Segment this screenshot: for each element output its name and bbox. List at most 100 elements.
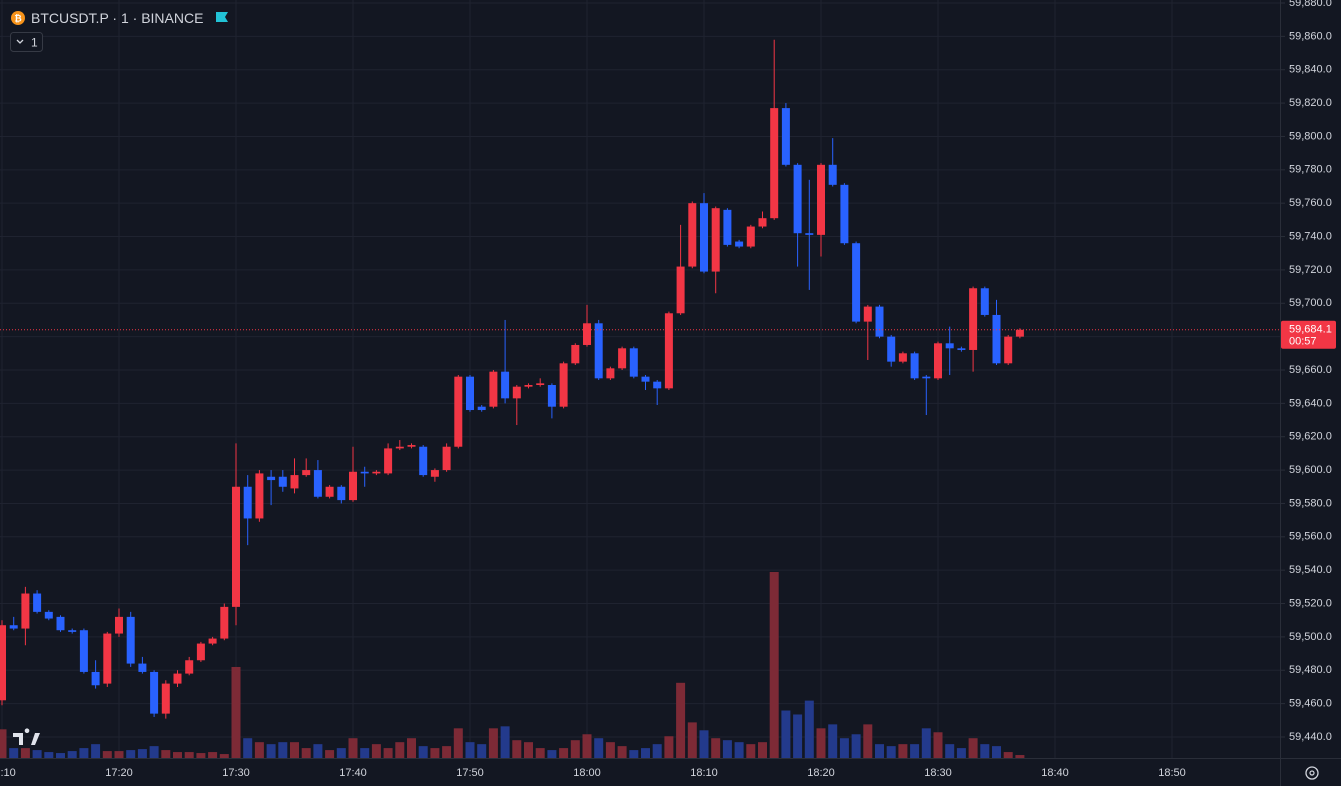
volume-bar — [102, 751, 112, 758]
volume-bar — [418, 746, 428, 758]
volume-bar — [594, 738, 604, 758]
candle-body — [185, 660, 194, 674]
tradingview-logo[interactable] — [13, 728, 40, 745]
volume-bar — [804, 700, 814, 758]
interval-badge[interactable] — [10, 32, 43, 52]
volume-bar — [407, 738, 416, 758]
x-tick-label: 17:20 — [105, 767, 133, 779]
candle-body — [887, 336, 896, 362]
candle-body — [922, 376, 931, 379]
volume-bar — [512, 740, 522, 758]
candle-body — [700, 203, 708, 272]
y-tick-label: 59,660.0 — [1289, 364, 1332, 376]
volume-bar — [828, 724, 838, 758]
volume-bar — [605, 742, 615, 758]
candle-body — [290, 475, 299, 489]
symbol-title[interactable]: BTCUSDT.P · 1 · BINANCE — [31, 10, 203, 26]
x-tick-label: 17:40 — [339, 767, 367, 779]
candle-body — [653, 381, 662, 389]
y-tick-label: 59,840.0 — [1289, 64, 1332, 76]
volume-bar — [687, 722, 697, 758]
candle-body — [910, 353, 919, 379]
candle-body — [302, 470, 311, 476]
volume-bar — [161, 750, 171, 758]
candle-body — [337, 486, 346, 501]
candle-body — [828, 164, 837, 185]
volume-bar — [851, 734, 861, 758]
candle-body — [395, 446, 404, 449]
settings-icon[interactable] — [1305, 766, 1319, 780]
candle-body — [313, 470, 322, 497]
volume-bar — [313, 744, 323, 758]
volume-bar — [500, 726, 510, 758]
volume-bar — [758, 742, 767, 758]
candle-body — [957, 348, 966, 350]
y-tick-label: 59,560.0 — [1289, 531, 1332, 543]
candle-body — [255, 473, 264, 519]
candle-body — [606, 368, 615, 379]
volume-bar — [793, 714, 803, 758]
volume-bar — [699, 730, 709, 758]
candle-body — [0, 625, 6, 701]
x-tick-label: 18:50 — [1158, 767, 1186, 779]
candle-body — [512, 386, 521, 399]
volume-bar — [582, 734, 592, 758]
candle-body — [466, 376, 474, 411]
last-price-badge — [1281, 320, 1336, 349]
chevron-icon — [16, 39, 24, 44]
volume-bar — [547, 750, 557, 758]
candle-body — [126, 616, 135, 664]
candle-body — [103, 633, 112, 684]
volume-bar — [816, 728, 826, 758]
volume-bar — [67, 751, 77, 758]
volume-bar — [9, 748, 19, 758]
y-tick-label: 59,800.0 — [1289, 130, 1332, 142]
price-axis: 59,440.0 59,460.0 59,480.0 59,500.0 59,520.0… — [1281, 0, 1336, 743]
volume-bar — [1003, 752, 1013, 758]
volume-bar — [968, 738, 978, 758]
candle-body — [419, 446, 428, 476]
volume-bar — [149, 746, 159, 758]
y-tick-label: 59,740.0 — [1289, 230, 1332, 242]
volume-bar — [266, 744, 276, 758]
candle-body — [571, 344, 580, 364]
candle-body — [33, 593, 42, 612]
volume-bar — [746, 744, 756, 758]
x-tick-label: 17:30 — [222, 767, 250, 779]
volume-bar — [137, 749, 147, 758]
y-tick-label: 59,620.0 — [1289, 431, 1332, 443]
y-tick-label: 59,480.0 — [1289, 664, 1332, 676]
volume-bar — [278, 742, 288, 758]
volume-bar — [875, 744, 884, 758]
candle-body — [559, 363, 568, 407]
volume-bar — [453, 728, 463, 758]
candle-body — [676, 266, 685, 314]
candle-body — [208, 638, 217, 644]
volume-bar — [254, 742, 264, 758]
volume-bar — [886, 746, 896, 758]
candle-body — [360, 471, 369, 474]
y-tick-label: 59,520.0 — [1289, 597, 1332, 609]
volume-bar — [126, 750, 136, 758]
flag-icon[interactable] — [216, 12, 228, 22]
volume-bar — [570, 740, 580, 758]
volume-bar — [992, 746, 1001, 758]
y-tick-label: 59,540.0 — [1289, 564, 1332, 576]
volume-bar — [676, 682, 686, 758]
candle-body — [267, 476, 276, 481]
candle-body — [56, 616, 65, 631]
plot-area — [0, 0, 1280, 758]
volume-bar — [559, 748, 569, 758]
volume-bar — [360, 748, 370, 758]
candle-body — [852, 243, 861, 322]
candle-body — [664, 313, 673, 389]
volume-bar — [348, 738, 358, 758]
y-tick-label: 59,640.0 — [1289, 397, 1332, 409]
volume-bar — [781, 710, 791, 758]
volume-bar — [722, 740, 732, 758]
last-price-label: 59,684.1 — [1289, 324, 1332, 336]
candle-body — [161, 683, 170, 714]
volume-bar — [383, 748, 393, 758]
candle-body — [688, 203, 697, 267]
